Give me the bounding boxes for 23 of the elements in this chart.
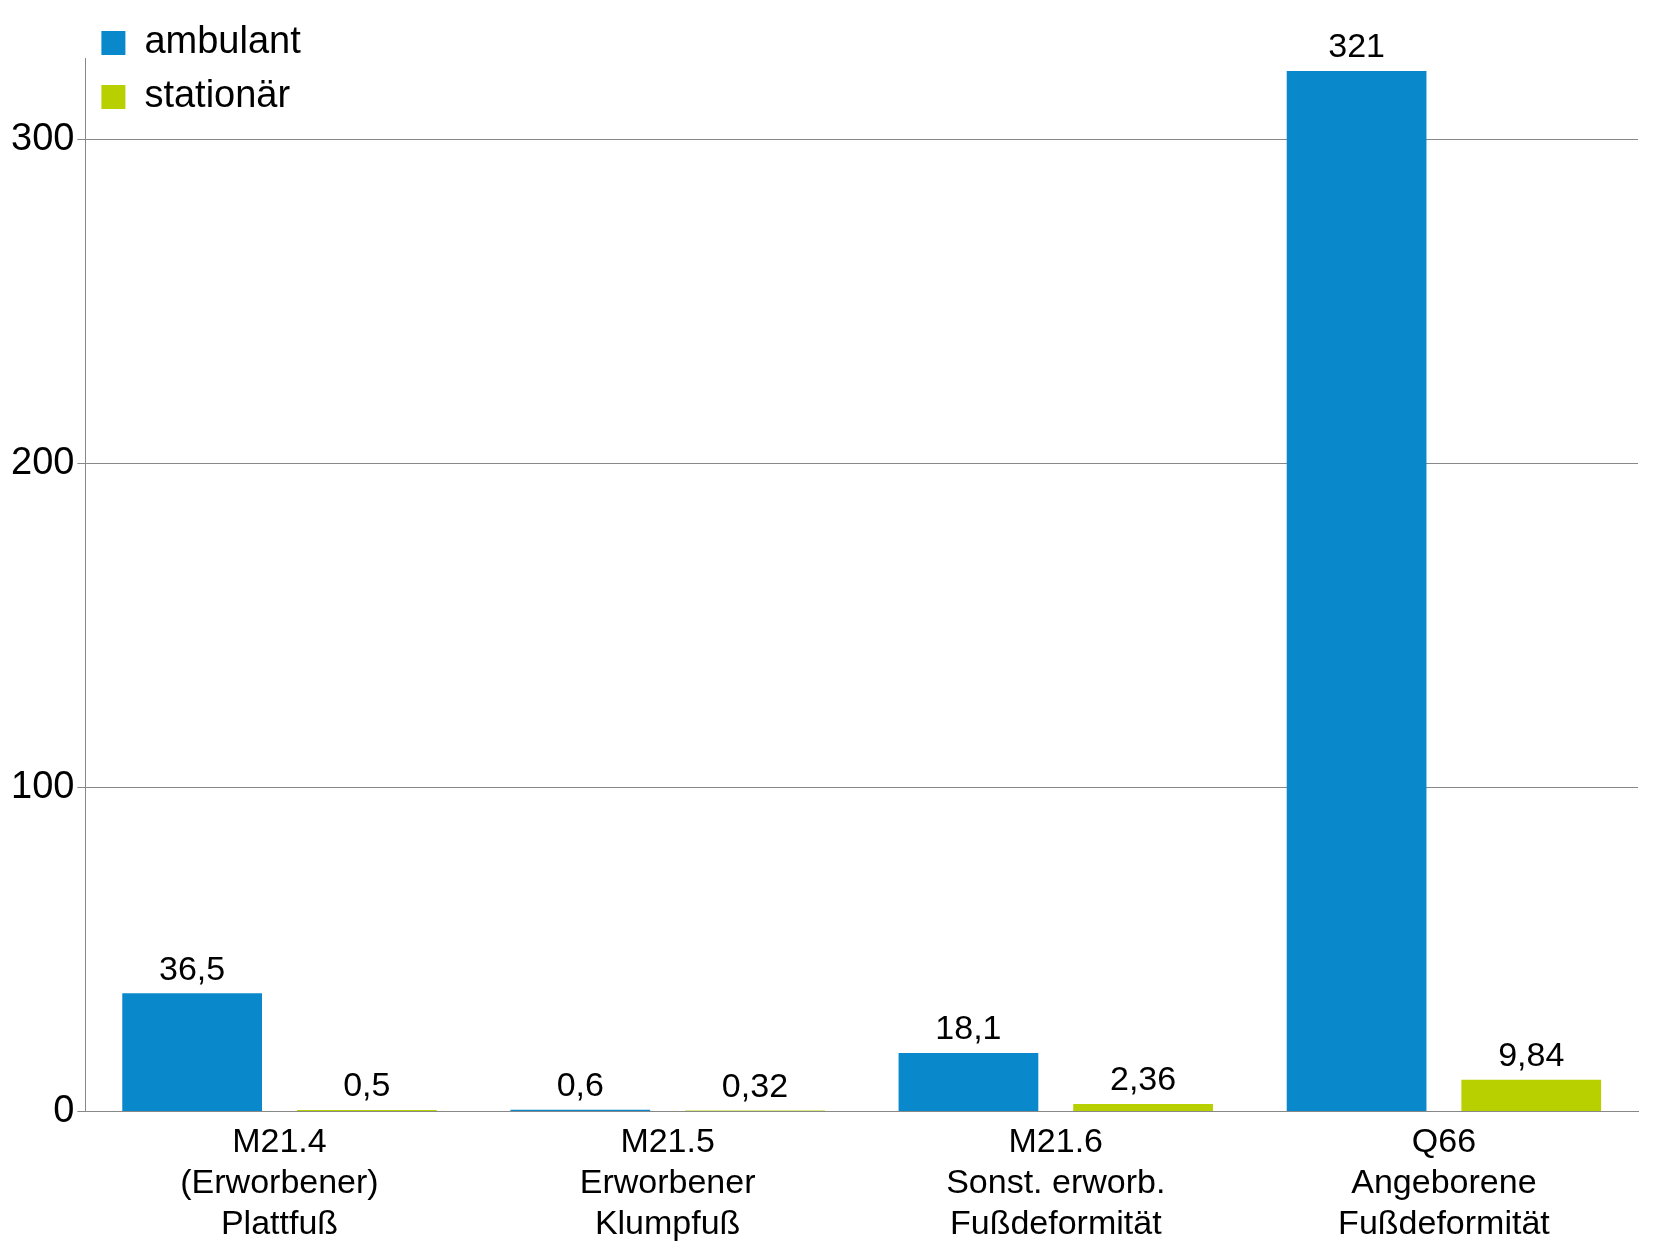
bar: [1461, 1079, 1602, 1112]
data-label: 0,32: [721, 1065, 789, 1104]
y-tick-label: 100: [11, 763, 75, 806]
x-tick-label: M21.5 Erworbener Klumpfuß: [579, 1121, 756, 1241]
bar: [122, 993, 263, 1112]
legend-label: stationär: [144, 73, 291, 116]
x-tick-label: M21.4 (Erworbener) Plattfuß: [180, 1121, 379, 1241]
data-label: 2,36: [1110, 1059, 1177, 1098]
bar: [1286, 70, 1427, 1112]
data-label: 36,5: [159, 948, 226, 987]
data-label: 321: [1328, 26, 1385, 65]
data-label: 18,1: [935, 1008, 1002, 1047]
y-tick-label: 0: [53, 1088, 75, 1131]
x-tick-label: M21.6 Sonst. erworb. Fußdeformität: [946, 1121, 1166, 1241]
x-tick-label: Q66 Angeborene Fußdeformität: [1338, 1121, 1551, 1241]
y-tick-label: 200: [11, 439, 75, 482]
bar: [898, 1052, 1039, 1112]
bar: [1073, 1103, 1213, 1112]
y-tick-label: 300: [11, 115, 75, 158]
data-label: 9,84: [1498, 1035, 1565, 1074]
data-label: 0,6: [556, 1065, 604, 1104]
legend-label: ambulant: [144, 19, 302, 62]
data-label: 0,5: [343, 1065, 391, 1104]
